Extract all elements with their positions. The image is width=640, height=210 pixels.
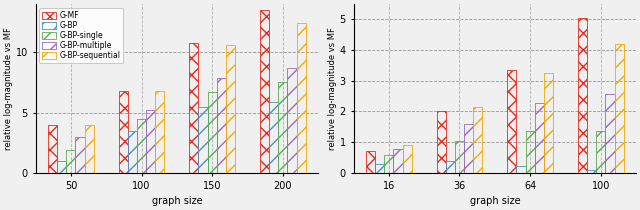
Bar — [137, 119, 146, 173]
Bar — [226, 45, 235, 173]
Bar — [128, 131, 137, 173]
Bar — [207, 92, 217, 173]
Bar — [455, 141, 464, 173]
Bar — [278, 82, 287, 173]
Bar — [118, 91, 128, 173]
Bar — [464, 124, 473, 173]
Bar — [146, 110, 156, 173]
Bar — [605, 94, 614, 173]
Bar — [189, 42, 198, 173]
Bar — [544, 73, 553, 173]
Bar — [436, 112, 445, 173]
Bar — [473, 107, 483, 173]
Bar — [76, 137, 84, 173]
Bar — [445, 161, 455, 173]
Bar — [394, 149, 403, 173]
Legend: G-MF, G-BP, G-BP-single, G-BP-multiple, G-BP-sequential: G-MF, G-BP, G-BP-single, G-BP-multiple, … — [40, 8, 124, 63]
Bar — [287, 68, 296, 173]
Bar — [535, 103, 544, 173]
X-axis label: graph size: graph size — [470, 196, 520, 206]
Bar — [384, 155, 394, 173]
Bar — [525, 130, 535, 173]
Bar — [403, 145, 412, 173]
Bar — [596, 130, 605, 173]
Bar — [366, 151, 375, 173]
X-axis label: graph size: graph size — [152, 196, 202, 206]
Bar — [375, 164, 384, 173]
Y-axis label: relative log-magnitude vs MF: relative log-magnitude vs MF — [4, 27, 13, 150]
Bar — [269, 102, 278, 173]
Bar — [156, 91, 164, 173]
Bar — [260, 10, 269, 173]
Bar — [507, 70, 516, 173]
Bar — [516, 166, 525, 173]
Bar — [198, 106, 207, 173]
Bar — [217, 77, 226, 173]
Bar — [67, 150, 76, 173]
Bar — [578, 18, 587, 173]
Bar — [48, 125, 57, 173]
Bar — [57, 161, 67, 173]
Bar — [296, 23, 306, 173]
Y-axis label: relative log-magnitude vs MF: relative log-magnitude vs MF — [328, 27, 337, 150]
Bar — [587, 171, 596, 173]
Bar — [614, 45, 624, 173]
Bar — [84, 125, 94, 173]
